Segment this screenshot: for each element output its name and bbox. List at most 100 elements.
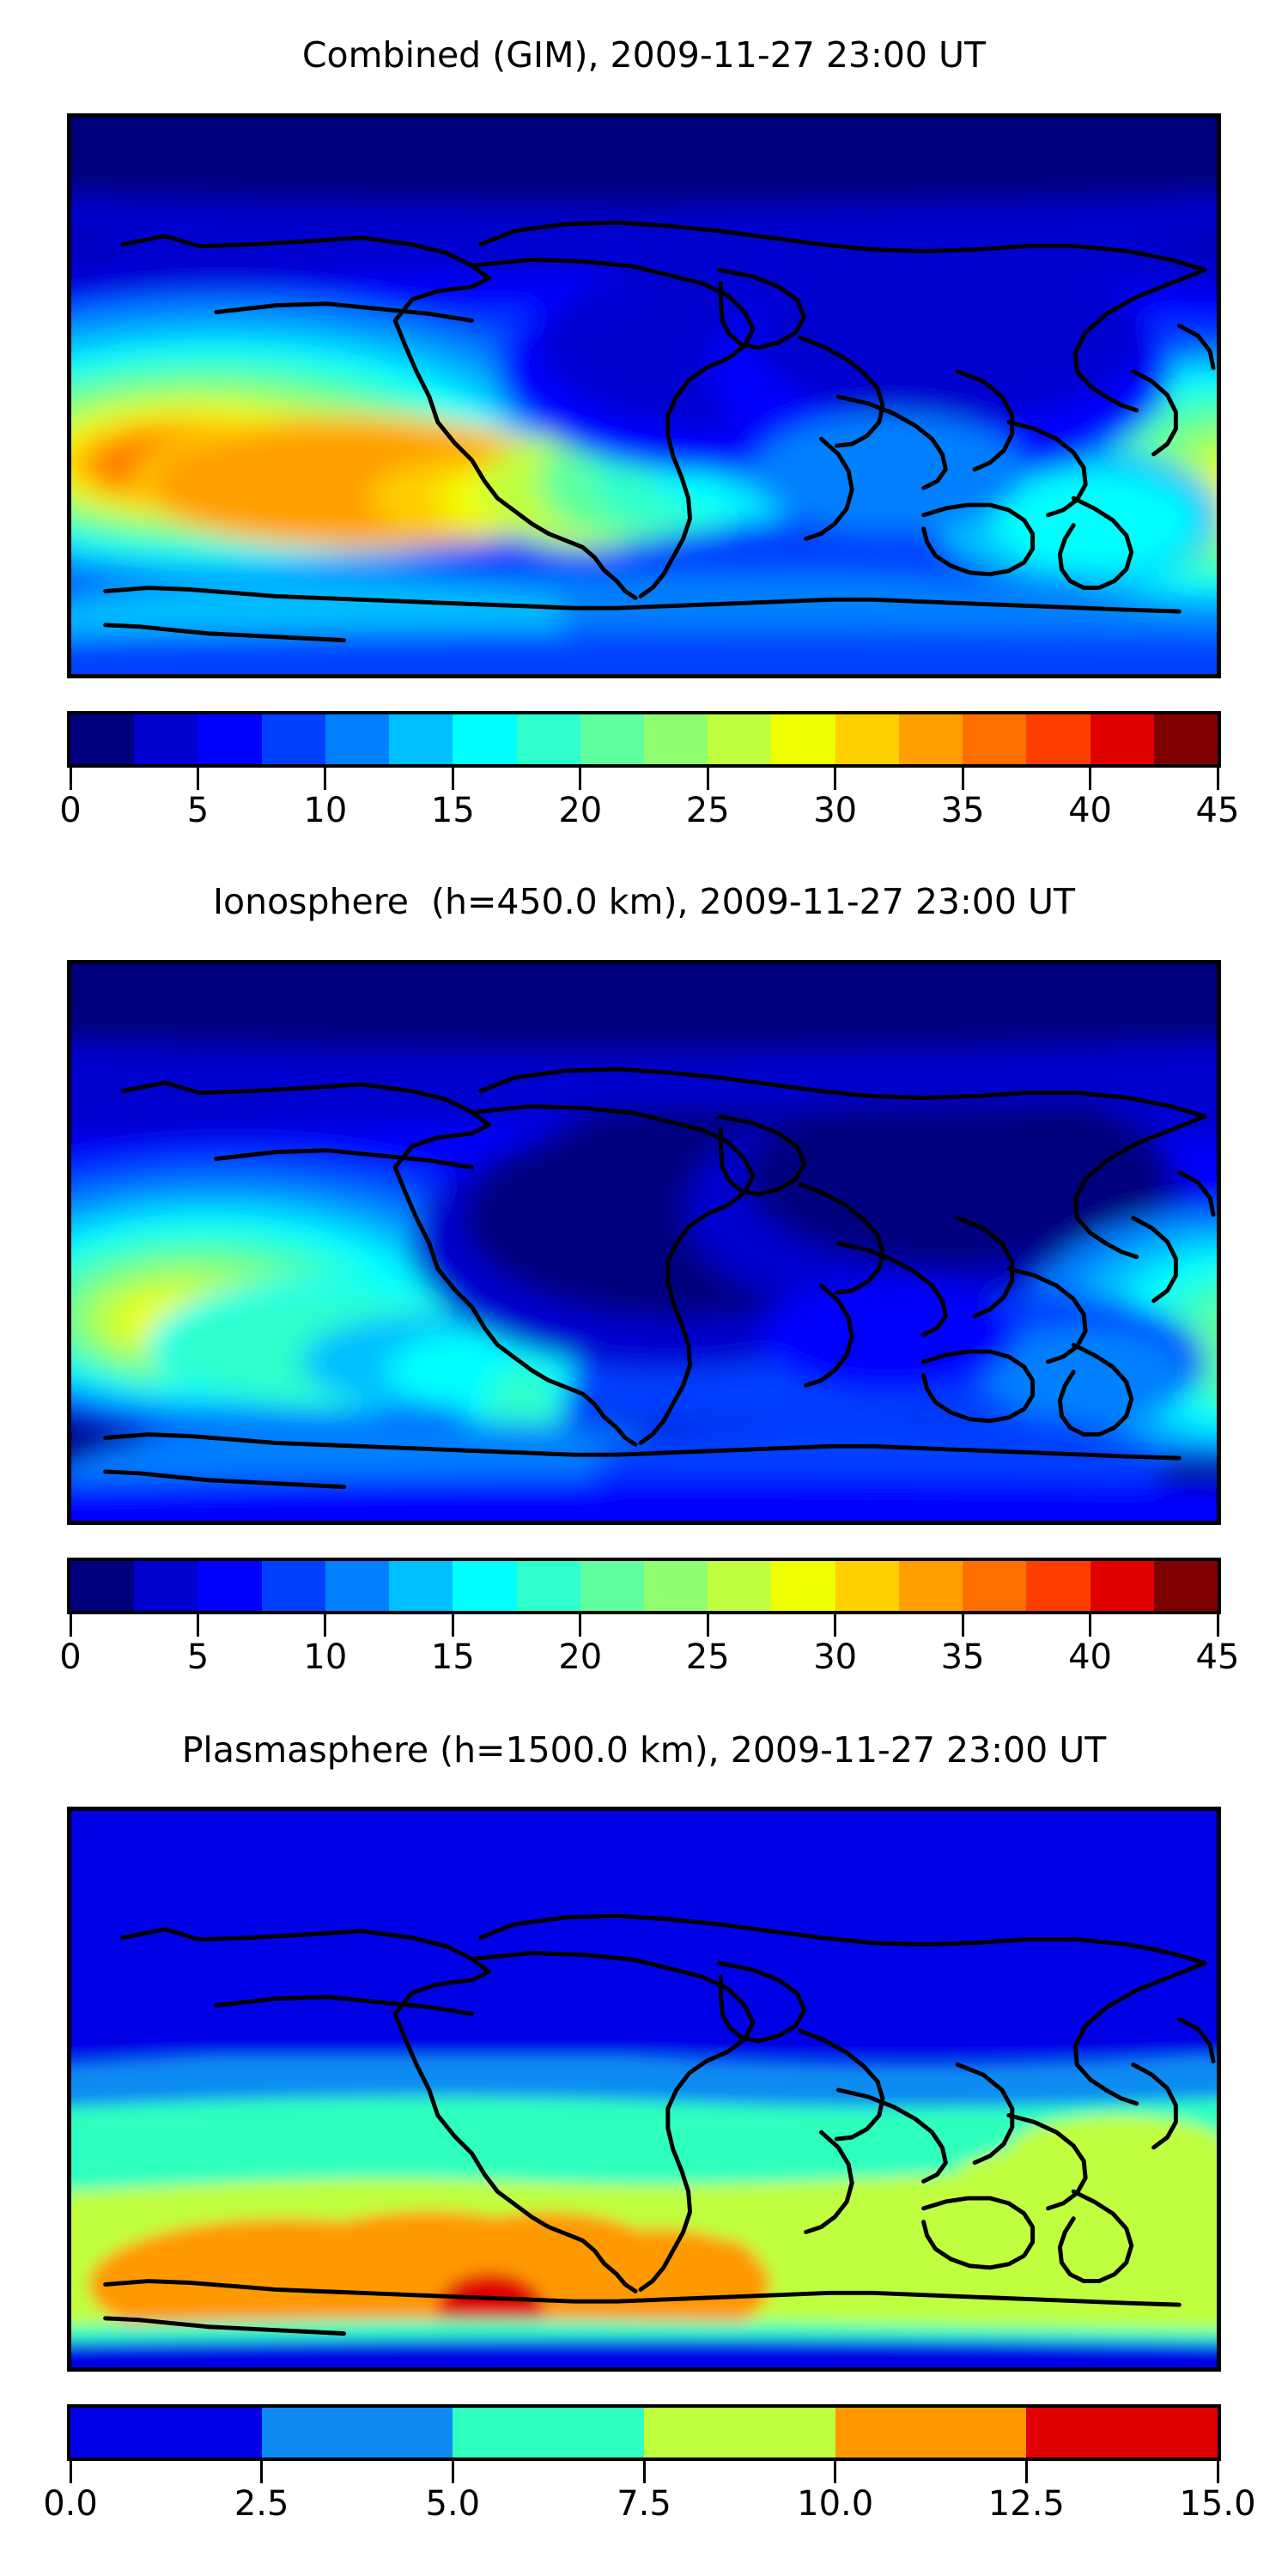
colorbar-gradient-1 bbox=[67, 711, 1221, 768]
colorbar-tick-label: 25 bbox=[685, 1637, 730, 1677]
colorbar-tick bbox=[196, 1614, 199, 1637]
colorbar-segment bbox=[835, 2408, 1027, 2458]
colorbar-tick-label: 10.0 bbox=[797, 2484, 874, 2524]
colorbar-tick-label: 45 bbox=[1195, 1637, 1240, 1677]
colorbar-tick-label: 10 bbox=[303, 791, 348, 830]
colorbar-gradient-2 bbox=[67, 1558, 1221, 1614]
colorbar-tick-label: 0.0 bbox=[43, 2484, 98, 2524]
colorbar-segment bbox=[708, 1561, 772, 1611]
colorbar-segment bbox=[644, 2408, 835, 2458]
colorbar-tick-label: 20 bbox=[558, 791, 603, 830]
colorbar-segment bbox=[643, 714, 708, 764]
colorbar-segment bbox=[261, 2408, 453, 2458]
colorbar-segment bbox=[898, 1561, 963, 1611]
colorbar-tick-label: 30 bbox=[813, 1637, 858, 1677]
colorbar-combined-gim: 0 5 10 15 20 25 30 35 40 45 bbox=[59, 711, 1239, 840]
colorbar-segment bbox=[261, 714, 325, 764]
colorbar-segment bbox=[325, 1561, 390, 1611]
colorbar-tick bbox=[1089, 768, 1092, 790]
colorbar-segment bbox=[1090, 714, 1154, 764]
colorbar-tick bbox=[1089, 1614, 1092, 1637]
map-combined-gim bbox=[67, 113, 1221, 678]
colorbar-segment bbox=[771, 1561, 835, 1611]
colorbar-segment bbox=[1090, 1561, 1154, 1611]
colorbar-ionosphere: 0 5 10 15 20 25 30 35 40 45 bbox=[59, 1558, 1239, 1686]
colorbar-ticks-1 bbox=[67, 768, 1221, 790]
colorbar-tick-label: 40 bbox=[1068, 1637, 1112, 1677]
colorbar-segment bbox=[580, 1561, 644, 1611]
colorbar-tick-label: 20 bbox=[558, 1637, 603, 1677]
colorbar-segment bbox=[835, 714, 899, 764]
colorbar-tick bbox=[451, 768, 454, 790]
colorbar-tick bbox=[1216, 2461, 1219, 2483]
colorbar-tick bbox=[642, 2461, 646, 2483]
colorbar-tick-label: 15 bbox=[430, 791, 475, 830]
colorbar-segment bbox=[708, 714, 772, 764]
colorbar-segment bbox=[963, 714, 1027, 764]
colorbar-tick bbox=[579, 768, 582, 790]
colorbar-tick-label: 15.0 bbox=[1179, 2484, 1256, 2524]
panel-title-combined-gim: Combined (GIM), 2009-11-27 23:00 UT bbox=[301, 34, 987, 76]
colorbar-ticks-3 bbox=[67, 2461, 1221, 2483]
colorbar-segment bbox=[70, 2408, 262, 2458]
colorbar-segment bbox=[453, 2408, 645, 2458]
colorbar-tick-label: 10 bbox=[303, 1637, 348, 1677]
colorbar-segment bbox=[516, 714, 580, 764]
colorbar-tick bbox=[451, 1614, 454, 1637]
colorbar-gradient-3 bbox=[67, 2404, 1221, 2461]
colorbar-tick-label: 35 bbox=[940, 791, 985, 830]
colorbar-segment bbox=[389, 1561, 453, 1611]
colorbar-segment bbox=[261, 1561, 325, 1611]
colorbar-segment bbox=[1153, 1561, 1218, 1611]
colorbar-tick bbox=[961, 1614, 964, 1637]
colorbar-plasmasphere: 0.0 2.5 5.0 7.5 10.0 12.5 15.0 bbox=[43, 2404, 1256, 2533]
colorbar-tick-label: 0 bbox=[59, 1637, 82, 1677]
map-plasmasphere-1500km bbox=[67, 1807, 1221, 2372]
colorbar-tick bbox=[1216, 1614, 1219, 1637]
colorbar-tick-label: 40 bbox=[1068, 791, 1112, 830]
colorbar-tick bbox=[579, 1614, 582, 1637]
colorbar-segment bbox=[134, 1561, 198, 1611]
colorbar-tick-labels-3: 0.0 2.5 5.0 7.5 10.0 12.5 15.0 bbox=[43, 2483, 1255, 2526]
colorbar-tick-labels-2: 0 5 10 15 20 25 30 35 40 45 bbox=[59, 1637, 1239, 1680]
colorbar-tick bbox=[961, 768, 964, 790]
colorbar-segment bbox=[70, 714, 135, 764]
colorbar-segment bbox=[963, 1561, 1027, 1611]
colorbar-segment bbox=[516, 1561, 580, 1611]
colorbar-segment bbox=[1153, 714, 1218, 764]
colorbar-tick-label: 2.5 bbox=[234, 2484, 289, 2524]
colorbar-segment bbox=[835, 1561, 899, 1611]
colorbar-segment bbox=[197, 1561, 262, 1611]
colorbar-tick bbox=[69, 2461, 72, 2483]
colorbar-segment bbox=[1026, 2408, 1218, 2458]
colorbar-tick bbox=[706, 1614, 709, 1637]
colorbar-tick bbox=[69, 768, 72, 790]
colorbar-tick-label: 5 bbox=[186, 791, 210, 830]
colorbar-tick-label: 5 bbox=[186, 1637, 210, 1677]
colorbar-tick-label: 7.5 bbox=[617, 2484, 671, 2524]
colorbar-segment bbox=[580, 714, 644, 764]
colorbar-segment bbox=[898, 714, 963, 764]
colorbar-segment bbox=[453, 1561, 517, 1611]
colorbar-tick-label: 45 bbox=[1195, 791, 1240, 830]
colorbar-tick bbox=[260, 2461, 264, 2483]
map-ionosphere-450km bbox=[67, 960, 1221, 1525]
colorbar-tick bbox=[706, 768, 709, 790]
colorbar-ticks-2 bbox=[67, 1614, 1221, 1637]
colorbar-tick bbox=[196, 768, 199, 790]
colorbar-tick-label: 25 bbox=[685, 791, 730, 830]
colorbar-segment bbox=[771, 714, 835, 764]
colorbar-tick-label: 12.5 bbox=[987, 2484, 1065, 2524]
colorbar-tick bbox=[1024, 2461, 1028, 2483]
colorbar-tick bbox=[1216, 768, 1219, 790]
colorbar-tick bbox=[834, 768, 837, 790]
colorbar-segment bbox=[1026, 1561, 1091, 1611]
panel-title-ionosphere: Ionosphere (h=450.0 km), 2009-11-27 23:0… bbox=[212, 881, 1076, 922]
colorbar-segment bbox=[325, 714, 390, 764]
colorbar-segment bbox=[197, 714, 262, 764]
colorbar-segment bbox=[70, 1561, 135, 1611]
colorbar-tick bbox=[324, 1614, 327, 1637]
colorbar-tick-label: 5.0 bbox=[425, 2484, 481, 2524]
colorbar-tick-label: 15 bbox=[430, 1637, 475, 1677]
colorbar-segment bbox=[389, 714, 453, 764]
